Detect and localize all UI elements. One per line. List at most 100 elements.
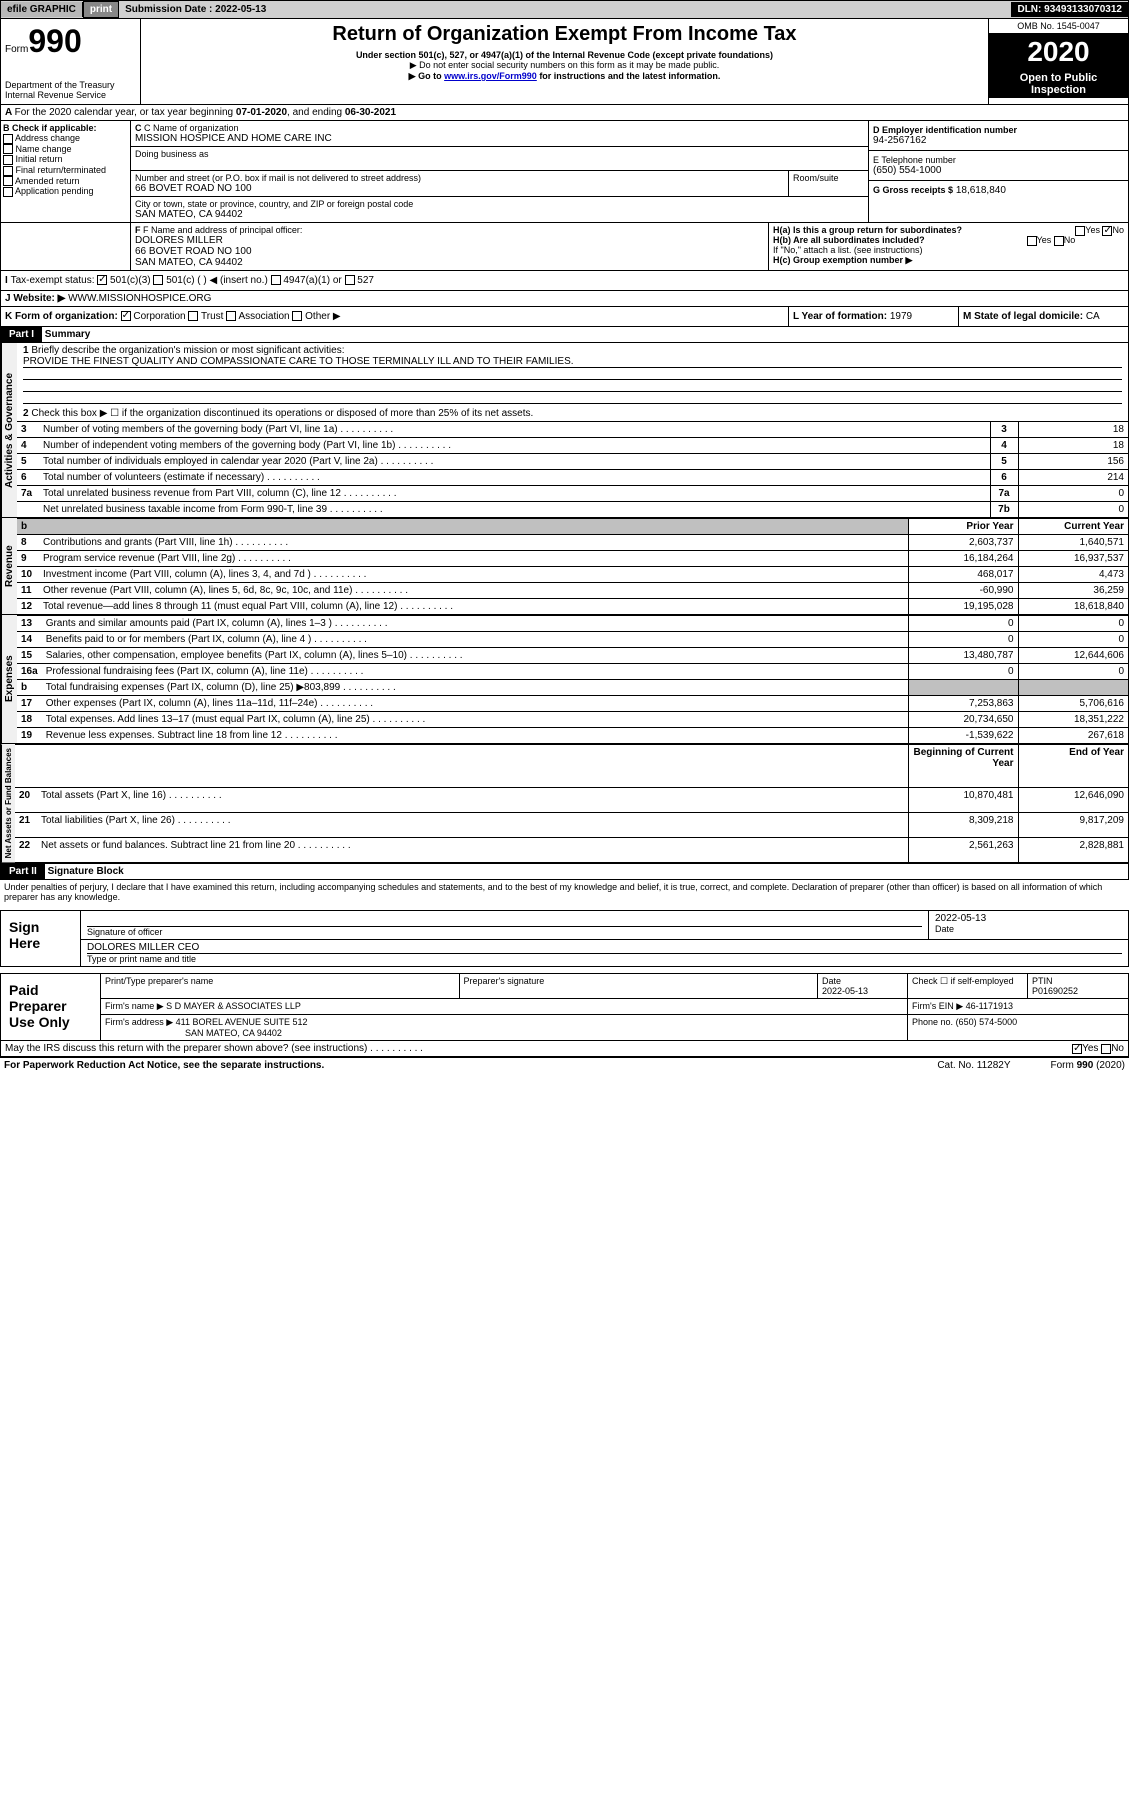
tax-status-row: I Tax-exempt status: 501(c)(3) 501(c) ( … bbox=[0, 271, 1129, 291]
phone-label: E Telephone number bbox=[873, 155, 1124, 165]
efile-button[interactable]: efile GRAPHIC bbox=[1, 2, 83, 17]
net-vlabel: Net Assets or Fund Balances bbox=[1, 744, 15, 862]
sig-officer-label: Signature of officer bbox=[87, 927, 922, 937]
hb-note: If "No," attach a list. (see instruction… bbox=[773, 245, 1124, 255]
sig-date: 2022-05-13 bbox=[935, 913, 1122, 924]
table-row: 5Total number of individuals employed in… bbox=[17, 454, 1128, 470]
ha-label: H(a) Is this a group return for subordin… bbox=[773, 225, 1124, 235]
table-row: 18Total expenses. Add lines 13–17 (must … bbox=[17, 712, 1128, 728]
pra-notice: For Paperwork Reduction Act Notice, see … bbox=[4, 1060, 324, 1071]
table-row: 19Revenue less expenses. Subtract line 1… bbox=[17, 728, 1128, 744]
501c3-checkbox[interactable] bbox=[97, 275, 107, 285]
q2-label: Check this box ▶ ☐ if the organization d… bbox=[31, 408, 533, 419]
org-name: MISSION HOSPICE AND HOME CARE INC bbox=[135, 133, 864, 144]
street: 66 BOVET ROAD NO 100 bbox=[135, 183, 784, 194]
ha-no-checkbox[interactable] bbox=[1102, 226, 1112, 236]
hb-yes-checkbox[interactable] bbox=[1027, 236, 1037, 246]
website-link[interactable]: WWW.MISSIONHOSPICE.ORG bbox=[68, 293, 211, 304]
discuss-no-checkbox[interactable] bbox=[1101, 1044, 1111, 1054]
phone-value: (650) 554-1000 bbox=[873, 165, 1124, 176]
boxb-checkbox[interactable] bbox=[3, 155, 13, 165]
city: SAN MATEO, CA 94402 bbox=[135, 209, 864, 220]
klm-row: K Form of organization: Corporation Trus… bbox=[0, 307, 1129, 327]
table-row: 16aProfessional fundraising fees (Part I… bbox=[17, 664, 1128, 680]
officer-sub-label: Type or print name and title bbox=[87, 954, 1122, 964]
firm-name: S D MAYER & ASSOCIATES LLP bbox=[166, 1001, 301, 1011]
officer-name-title: DOLORES MILLER CEO bbox=[87, 942, 1122, 954]
note-1: Do not enter social security numbers on … bbox=[419, 60, 719, 70]
boxb-checkbox[interactable] bbox=[3, 187, 13, 197]
submission-label: Submission Date : 2022-05-13 bbox=[119, 2, 272, 17]
header-bar: efile GRAPHIC print Submission Date : 20… bbox=[0, 0, 1129, 19]
form-subtitle: Under section 501(c), 527, or 4947(a)(1)… bbox=[141, 50, 988, 60]
boxb-checkbox[interactable] bbox=[3, 134, 13, 144]
discuss-yes-checkbox[interactable] bbox=[1072, 1044, 1082, 1054]
527-checkbox[interactable] bbox=[345, 275, 355, 285]
dept-label: Department of the Treasury Internal Reve… bbox=[5, 80, 136, 100]
officer-label: F F Name and address of principal office… bbox=[135, 225, 764, 235]
4947-checkbox[interactable] bbox=[271, 275, 281, 285]
date-label: Date bbox=[935, 924, 1122, 934]
paid-prep-label: Paid Preparer Use Only bbox=[1, 974, 101, 1040]
table-row: 3Number of voting members of the governi… bbox=[17, 422, 1128, 438]
trust-checkbox[interactable] bbox=[188, 311, 198, 321]
part1-title: Summary bbox=[45, 329, 91, 340]
sign-here-label: Sign Here bbox=[1, 911, 81, 966]
firm-phone: (650) 574-5000 bbox=[956, 1017, 1018, 1027]
other-checkbox[interactable] bbox=[292, 311, 302, 321]
table-row: 14Benefits paid to or for members (Part … bbox=[17, 632, 1128, 648]
table-row: 22Net assets or fund balances. Subtract … bbox=[15, 838, 1128, 863]
hc-label: H(c) Group exemption number ▶ bbox=[773, 255, 1124, 266]
room-label: Room/suite bbox=[788, 171, 868, 196]
table-row: 13Grants and similar amounts paid (Part … bbox=[17, 616, 1128, 632]
part2-header: Part II bbox=[1, 864, 45, 879]
org-name-label: C C Name of organization bbox=[135, 123, 864, 133]
prep-sig-label: Preparer's signature bbox=[460, 974, 819, 998]
firm-addr2: SAN MATEO, CA 94402 bbox=[105, 1028, 282, 1038]
q1-label: Briefly describe the organization's miss… bbox=[31, 345, 344, 356]
form-label: Form bbox=[5, 44, 28, 55]
instructions-link[interactable]: www.irs.gov/Form990 bbox=[444, 71, 537, 81]
ptin-value: P01690252 bbox=[1032, 986, 1078, 996]
boxb-checkbox[interactable] bbox=[3, 176, 13, 186]
part2-title: Signature Block bbox=[48, 866, 124, 877]
tax-year: 2020 bbox=[989, 34, 1128, 70]
table-row: 9Program service revenue (Part VIII, lin… bbox=[17, 551, 1128, 567]
officer-addr2: SAN MATEO, CA 94402 bbox=[135, 257, 764, 268]
assoc-checkbox[interactable] bbox=[226, 311, 236, 321]
dba-label: Doing business as bbox=[135, 149, 864, 159]
corp-checkbox[interactable] bbox=[121, 311, 131, 321]
boxb-checkbox[interactable] bbox=[3, 166, 13, 176]
table-row: 11Other revenue (Part VIII, column (A), … bbox=[17, 583, 1128, 599]
rev-vlabel: Revenue bbox=[1, 518, 17, 614]
hb-label: H(b) Are all subordinates included? Yes … bbox=[773, 235, 1124, 245]
part1-header: Part I bbox=[1, 327, 42, 342]
city-label: City or town, state or province, country… bbox=[135, 199, 864, 209]
table-row: 7aTotal unrelated business revenue from … bbox=[17, 486, 1128, 502]
declaration: Under penalties of perjury, I declare th… bbox=[0, 880, 1129, 904]
exp-vlabel: Expenses bbox=[1, 615, 17, 743]
hb-no-checkbox[interactable] bbox=[1054, 236, 1064, 246]
street-label: Number and street (or P.O. box if mail i… bbox=[135, 173, 784, 183]
ein-label: D Employer identification number bbox=[873, 125, 1124, 135]
table-row: 15Salaries, other compensation, employee… bbox=[17, 648, 1128, 664]
omb-no: OMB No. 1545-0047 bbox=[989, 19, 1128, 34]
table-row: 6Total number of volunteers (estimate if… bbox=[17, 470, 1128, 486]
501c-checkbox[interactable] bbox=[153, 275, 163, 285]
print-button[interactable]: print bbox=[83, 1, 119, 18]
form-number: 990 bbox=[28, 23, 81, 59]
table-row: 17Other expenses (Part IX, column (A), l… bbox=[17, 696, 1128, 712]
gross-value: 18,618,840 bbox=[956, 185, 1006, 196]
firm-addr1: 411 BOREL AVENUE SUITE 512 bbox=[176, 1017, 308, 1027]
self-emp-label: Check ☐ if self-employed bbox=[908, 974, 1028, 998]
boxb-checkbox[interactable] bbox=[3, 144, 13, 154]
website-row: J Website: ▶ WWW.MISSIONHOSPICE.ORG bbox=[0, 291, 1129, 307]
officer-addr1: 66 BOVET ROAD NO 100 bbox=[135, 246, 764, 257]
ha-yes-checkbox[interactable] bbox=[1075, 226, 1085, 236]
table-row: 20Total assets (Part X, line 16)10,870,4… bbox=[15, 787, 1128, 812]
form-title: Return of Organization Exempt From Incom… bbox=[141, 19, 988, 50]
arrow-icon bbox=[410, 60, 417, 70]
gross-label: G Gross receipts $ bbox=[873, 185, 953, 195]
table-row: bTotal fundraising expenses (Part IX, co… bbox=[17, 680, 1128, 696]
box-b-label: B Check if applicable: bbox=[3, 123, 128, 133]
